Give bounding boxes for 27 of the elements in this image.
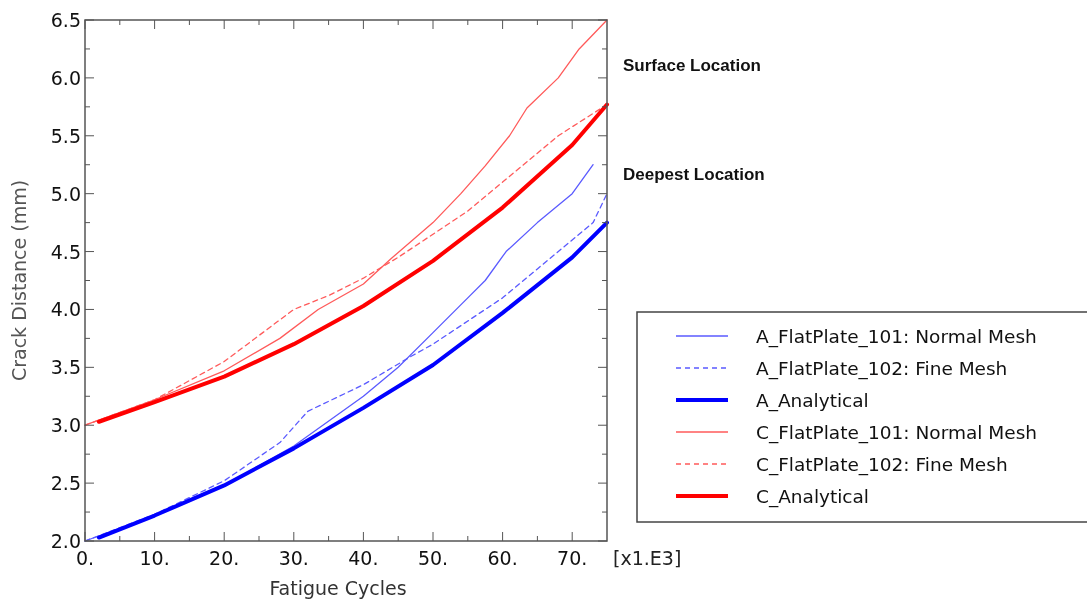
x-axis-title: Fatigue Cycles xyxy=(269,577,407,599)
y-tick-label: 6.0 xyxy=(50,66,81,89)
legend-label: C_FlatPlate_101: Normal Mesh xyxy=(756,422,1038,444)
text: [x1.E3] xyxy=(613,547,682,569)
y-tick-label: 6.5 xyxy=(50,9,81,31)
y-axis-title: Crack Distance (mm) xyxy=(8,179,30,382)
y-tick-label: 3.0 xyxy=(50,414,81,437)
x-tick-label: 10. xyxy=(139,547,170,569)
y-tick-label: 4.5 xyxy=(50,240,81,263)
legend-label: A_Analytical xyxy=(756,390,869,412)
x-tick-label: 20. xyxy=(209,547,240,569)
x-tick-label: 60. xyxy=(487,547,518,569)
x-tick-label: 50. xyxy=(417,547,449,569)
legend-label: C_FlatPlate_102: Fine Mesh xyxy=(756,454,1008,476)
x-tick-label: 70. xyxy=(557,547,588,569)
x-tick-label: 40. xyxy=(348,547,379,569)
y-tick-label: 5.0 xyxy=(50,182,81,205)
y-tick-label: 2.5 xyxy=(50,472,81,495)
legend-label: A_FlatPlate_101: Normal Mesh xyxy=(756,326,1037,348)
y-tick-label: 4.0 xyxy=(50,298,81,321)
text: Deepest Location xyxy=(623,165,765,184)
x-tick-label: 30. xyxy=(278,547,309,569)
y-tick-label: 3.5 xyxy=(50,356,81,379)
legend-label: C_Analytical xyxy=(756,486,870,508)
y-tick-label: 5.5 xyxy=(50,124,81,147)
text: Surface Location xyxy=(623,56,761,75)
legend-label: A_FlatPlate_102: Fine Mesh xyxy=(756,358,1008,380)
